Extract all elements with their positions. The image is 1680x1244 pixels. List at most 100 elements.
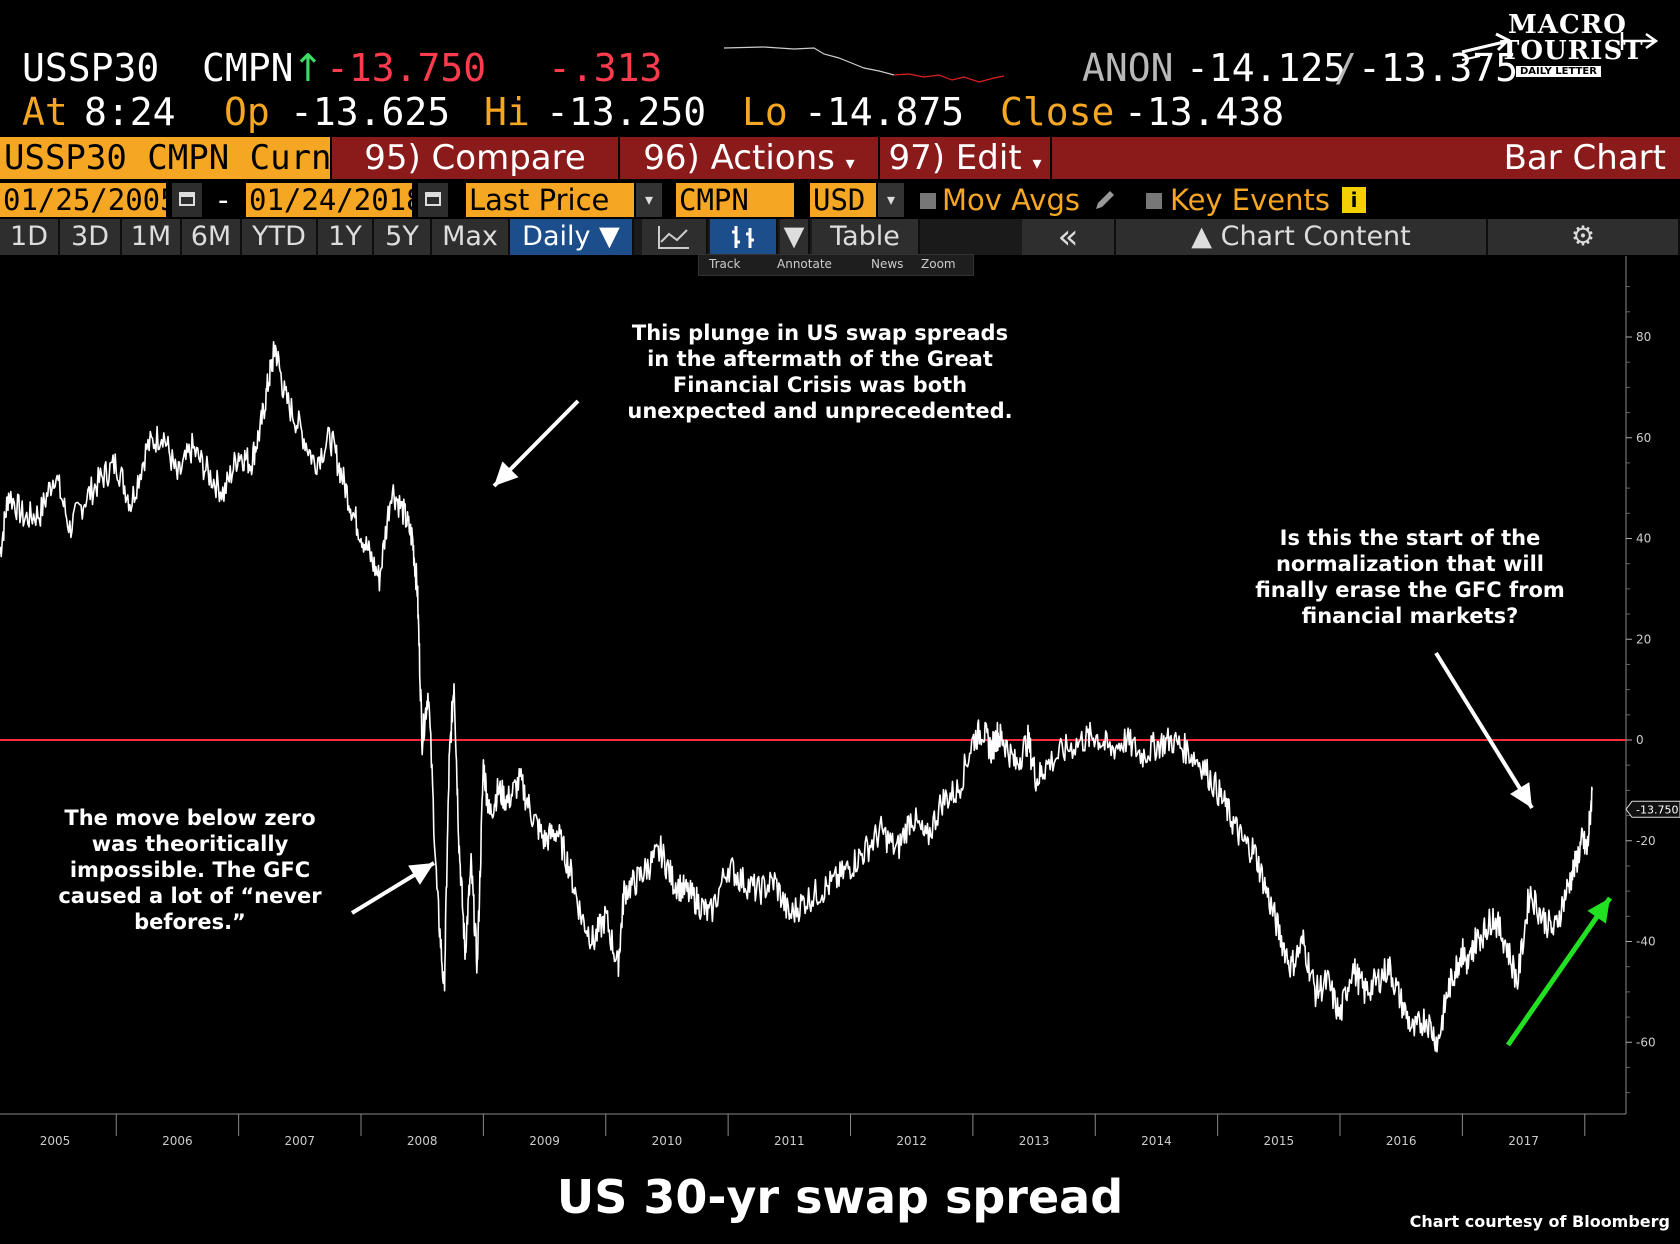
normalization-arrow-head	[1510, 782, 1532, 808]
bar-chart-icon[interactable]	[710, 219, 778, 255]
currency-field[interactable]: USD	[810, 183, 876, 217]
compare-button[interactable]: 95) Compare	[330, 137, 618, 179]
quote-source: CMPN	[202, 46, 294, 90]
y-tick-label: 0	[1636, 733, 1644, 747]
x-tick-label: 2011	[774, 1134, 805, 1148]
start-date-field[interactable]: 01/25/2005	[0, 183, 166, 217]
bid-ask-label: ANON	[1082, 46, 1174, 90]
x-tick-label: 2015	[1264, 1134, 1295, 1148]
actions-button[interactable]: 96) Actions ▾	[618, 137, 878, 179]
flag-arrow-icon	[1620, 32, 1659, 50]
chart-content-label: Chart Content	[1220, 221, 1411, 252]
normalization-arrow	[1434, 651, 1534, 810]
chevron-down-icon[interactable]: ▼	[780, 219, 810, 255]
edit-label: 97) Edit	[888, 138, 1022, 178]
y-tick-label: 60	[1636, 431, 1651, 445]
chart-title: US 30-yr swap spread	[556, 1170, 1124, 1224]
x-tick-label: 2017	[1508, 1134, 1539, 1148]
security-field[interactable]: USSP30 CMPN Curnc	[0, 137, 330, 179]
x-tick-label: 2006	[162, 1134, 193, 1148]
chart-type-label: Bar Chart	[1503, 138, 1666, 178]
x-tick-label: 2007	[285, 1134, 316, 1148]
pencil-icon[interactable]	[1092, 187, 1118, 213]
gear-icon[interactable]: ⚙	[1488, 219, 1680, 255]
plunge-arrow-head	[494, 461, 519, 486]
tab-5y[interactable]: 5Y	[374, 219, 432, 255]
quote-high: -13.250	[546, 90, 707, 134]
tab-6m[interactable]: 6M	[182, 219, 242, 255]
quote-ticker: USSP30	[22, 46, 160, 90]
x-tick-label: 2014	[1141, 1134, 1172, 1148]
settings-bar: 01/25/2005 - 01/24/2018 Last Price ▾ CMP…	[0, 181, 1680, 217]
x-tick-label: 2016	[1386, 1134, 1417, 1148]
price-field-select[interactable]: Last Price	[466, 183, 634, 217]
annotation-below-zero: The move below zero was theoritically im…	[58, 806, 322, 934]
annotate-tool[interactable]: Annotate	[777, 257, 832, 271]
x-tick-label: 2005	[40, 1134, 71, 1148]
tab-max[interactable]: Max	[432, 219, 510, 255]
key-events-label: Key Events	[1170, 183, 1330, 217]
below-zero-arrow-head	[408, 863, 434, 885]
at-label: At	[22, 90, 68, 134]
x-tick-label: 2013	[1019, 1134, 1050, 1148]
mov-avgs-checkbox[interactable]	[920, 193, 936, 209]
quote-ask: -13.375	[1358, 46, 1519, 90]
chevron-down-icon[interactable]: ▾	[878, 183, 904, 217]
edit-button[interactable]: 97) Edit ▾	[878, 137, 1050, 179]
chevron-down-icon[interactable]: ▾	[636, 183, 662, 217]
open-label: Op	[224, 90, 270, 134]
last-value-tag	[1625, 800, 1680, 818]
quote-time: 8:24	[84, 90, 176, 134]
calendar-icon[interactable]	[172, 183, 202, 217]
tab-1y[interactable]: 1Y	[318, 219, 374, 255]
frequency-select[interactable]: Daily ▼	[510, 219, 634, 255]
period-bar: 1D 3D 1M 6M YTD 1Y 5Y Max Daily ▼ ▼ Tabl…	[0, 219, 1680, 255]
tab-1m[interactable]: 1M	[122, 219, 182, 255]
quote-bid: -14.125	[1186, 46, 1347, 90]
logo-line2: TOURIST	[1500, 36, 1644, 66]
line-chart-icon[interactable]	[642, 219, 708, 255]
bid-ask-separator: /	[1334, 46, 1357, 90]
end-date-field[interactable]: 01/24/2018	[246, 183, 412, 217]
pricing-source-field[interactable]: CMPN	[676, 183, 794, 217]
x-tick-label: 2010	[652, 1134, 683, 1148]
y-tick-label: -60	[1636, 1035, 1656, 1049]
actions-dropdown-icon: ▾	[845, 153, 855, 174]
quote-open: -13.625	[290, 90, 451, 134]
annotation-plunge: This plunge in US swap spreads in the af…	[627, 321, 1013, 423]
mov-avgs-label: Mov Avgs	[942, 183, 1080, 217]
command-bar: USSP30 CMPN Curnc 95) Compare 96) Action…	[0, 137, 1680, 179]
arrow-logo-icon	[1461, 32, 1511, 61]
calendar-icon[interactable]	[418, 183, 448, 217]
swap-spread-chart: 80 60 40 20 0 -20 -40 -60 2005 2006 2007 2008 2009 20…	[0, 256, 1680, 1148]
quote-low: -14.875	[804, 90, 965, 134]
collapse-icon[interactable]: «	[1022, 219, 1116, 255]
chart-content-icon: ▲	[1191, 221, 1212, 252]
track-tool[interactable]: Track	[709, 257, 741, 271]
info-icon[interactable]: i	[1342, 187, 1366, 213]
green-arrow-head	[1587, 898, 1610, 924]
zoom-tool[interactable]: Zoom	[921, 257, 956, 271]
chart-content-button[interactable]: ▲ Chart Content	[1116, 219, 1488, 255]
x-tick-label: 2008	[407, 1134, 438, 1148]
close-label: Close	[1000, 90, 1115, 134]
low-label: Lo	[742, 90, 788, 134]
table-button[interactable]: Table	[812, 219, 920, 255]
key-events-checkbox[interactable]	[1146, 193, 1162, 209]
green-arrow	[1505, 896, 1613, 1047]
y-tick-label: 20	[1636, 632, 1651, 646]
actions-label: 96) Actions	[643, 138, 835, 178]
y-tick-label: -20	[1636, 834, 1656, 848]
news-tool[interactable]: News	[871, 257, 904, 271]
tab-ytd[interactable]: YTD	[242, 219, 318, 255]
annotation-normalization: Is this the start of the normalization t…	[1255, 526, 1565, 628]
macro-tourist-logo: MACRO TOURIST DAILY LETTER	[1460, 10, 1660, 88]
edit-dropdown-icon: ▾	[1032, 153, 1042, 174]
sparkline	[724, 46, 1004, 83]
quote-change: -.313	[548, 46, 663, 90]
tab-1d[interactable]: 1D	[0, 219, 60, 255]
x-tick-label: 2012	[896, 1134, 927, 1148]
tab-3d[interactable]: 3D	[60, 219, 122, 255]
up-arrow-icon: ↑	[292, 46, 324, 90]
chart-credit: Chart courtesy of Bloomberg	[1409, 1212, 1670, 1231]
